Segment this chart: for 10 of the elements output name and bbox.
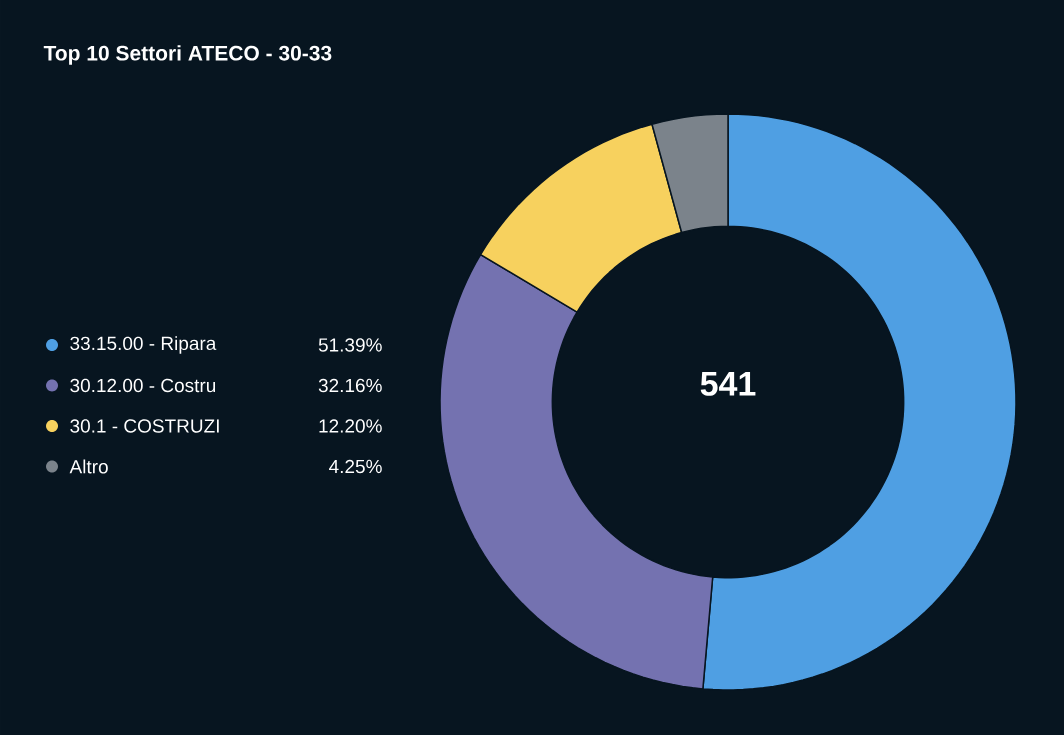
text: 541 — [700, 372, 756, 396]
legend-label: Altro — [69, 459, 108, 474]
legend-label: 30.1 - COSTRUZI — [70, 419, 219, 433]
legend-label: 30.12.00 - Costru — [70, 378, 216, 393]
legend-label: 33.15.00 - Ripara — [70, 336, 217, 354]
data-label: 12.20% — [319, 419, 382, 433]
data-label: 32.16% — [318, 378, 382, 393]
data-label: 4.25% — [329, 459, 382, 474]
data-label: 51.39% — [318, 338, 382, 352]
chart-title: Top 10 Settori ATECO - 30-33 — [43, 45, 332, 65]
